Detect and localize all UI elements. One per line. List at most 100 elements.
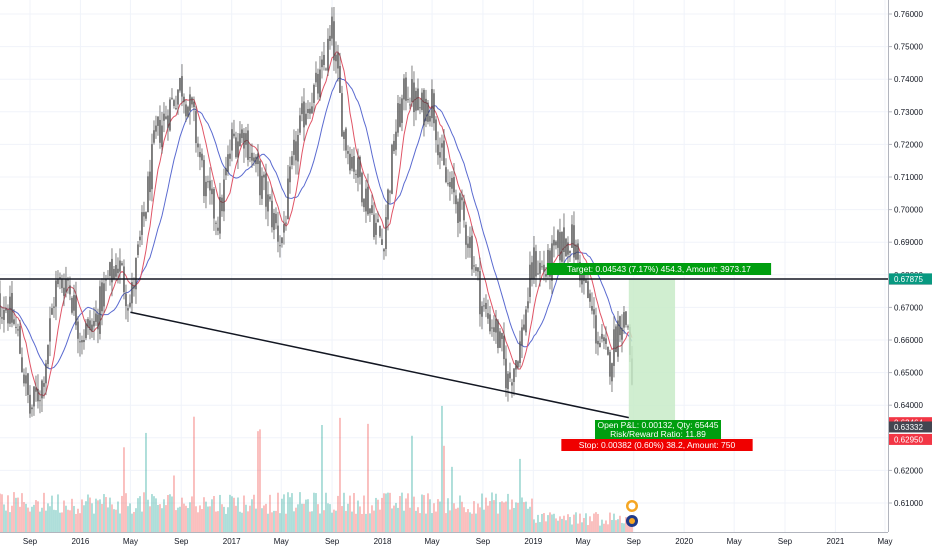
volume-bar — [595, 512, 597, 532]
volume-bar — [331, 512, 333, 532]
price-tag-label: 0.62950 — [894, 435, 923, 444]
volume-bar — [279, 513, 281, 532]
candle-body — [119, 260, 121, 272]
candle-body — [371, 205, 373, 214]
volume-bar — [103, 494, 105, 532]
candle-body — [621, 327, 623, 340]
volume-bar — [411, 435, 413, 532]
volume-bar — [581, 522, 583, 532]
candle-body — [627, 326, 629, 328]
volume-bar — [63, 500, 65, 532]
volume-bar — [621, 522, 623, 532]
volume-bar — [289, 497, 291, 532]
volume-bar — [385, 493, 387, 532]
volume-bar — [253, 494, 255, 532]
volume-bar — [419, 513, 421, 532]
candle-body — [367, 186, 369, 215]
open-pnl-label: Open P&L: 0.00132, Qty: 65445 — [598, 420, 719, 430]
candle-body — [489, 314, 491, 332]
volume-bar — [317, 504, 319, 532]
candle-body — [531, 262, 533, 279]
candle-body — [437, 144, 439, 156]
volume-bar — [273, 510, 275, 532]
candle-body — [357, 157, 359, 178]
candle-body — [213, 188, 215, 219]
candle-body — [235, 137, 237, 158]
volume-bar — [439, 501, 441, 532]
volume-bar — [313, 492, 315, 532]
candle-body — [15, 326, 17, 328]
candle-body — [47, 344, 49, 365]
volume-bar — [347, 503, 349, 532]
candle-body — [329, 35, 331, 42]
candle-body — [465, 224, 467, 245]
volume-bar — [57, 494, 59, 532]
open-pnl-bg — [595, 420, 721, 439]
volume-bar — [431, 513, 433, 532]
volume-bar — [259, 429, 261, 532]
volume-bar — [31, 506, 33, 532]
volume-bar — [163, 499, 165, 532]
candle-body — [275, 213, 277, 224]
stop-label-box — [561, 439, 753, 451]
candle-body — [573, 225, 575, 258]
volume-bar — [53, 509, 55, 532]
volume-bar — [587, 525, 589, 532]
volume-bar — [111, 504, 113, 532]
candle-body — [291, 156, 293, 165]
candle-body — [497, 320, 499, 348]
volume-bar — [365, 513, 367, 532]
volume-bar — [573, 514, 575, 532]
volume-bar — [139, 496, 141, 532]
candle-body — [609, 352, 611, 377]
volume-bar — [297, 504, 299, 532]
candle-body — [581, 267, 583, 285]
volume-bar — [487, 505, 489, 532]
volume-bar — [151, 494, 153, 532]
candle-body — [283, 224, 285, 233]
volume-bar — [395, 502, 397, 532]
volume-bar — [567, 514, 569, 532]
volume-bar — [529, 506, 531, 532]
candle-body — [435, 119, 437, 141]
candle-body — [529, 264, 531, 297]
candle-body — [75, 295, 77, 326]
candle-body — [593, 309, 595, 315]
candle-body — [49, 318, 51, 342]
volume-bar — [33, 504, 35, 532]
volume-bar — [349, 495, 351, 532]
volume-bar — [401, 492, 403, 532]
volume-bar — [377, 499, 379, 532]
volume-bar — [557, 520, 559, 532]
candle-body — [363, 198, 365, 208]
candle-body — [31, 407, 33, 410]
candle-body — [453, 177, 455, 193]
candle-body — [327, 38, 329, 71]
volume-bar — [213, 496, 215, 532]
volume-bar — [147, 499, 149, 532]
volume-bar — [201, 509, 203, 532]
volume-bar — [263, 505, 265, 532]
volume-bar — [41, 507, 43, 532]
volume-bar — [427, 493, 429, 532]
candle-body — [155, 125, 157, 132]
candle-body — [173, 100, 175, 106]
candle-body — [445, 167, 447, 183]
candle-body — [429, 115, 431, 122]
candle-body — [563, 227, 565, 253]
volume-bar — [171, 496, 173, 532]
candle-body — [561, 231, 563, 262]
candle-body — [553, 239, 555, 246]
volume-bar — [217, 511, 219, 532]
volume-bar — [207, 506, 209, 532]
time-tick-label: May — [575, 537, 590, 546]
volume-bar — [251, 499, 253, 532]
candle-body — [349, 153, 351, 171]
volume-bar — [321, 424, 323, 532]
volume-bar — [531, 498, 533, 532]
volume-bar — [345, 510, 347, 532]
volume-bar — [231, 496, 233, 532]
candle-body — [419, 107, 421, 109]
